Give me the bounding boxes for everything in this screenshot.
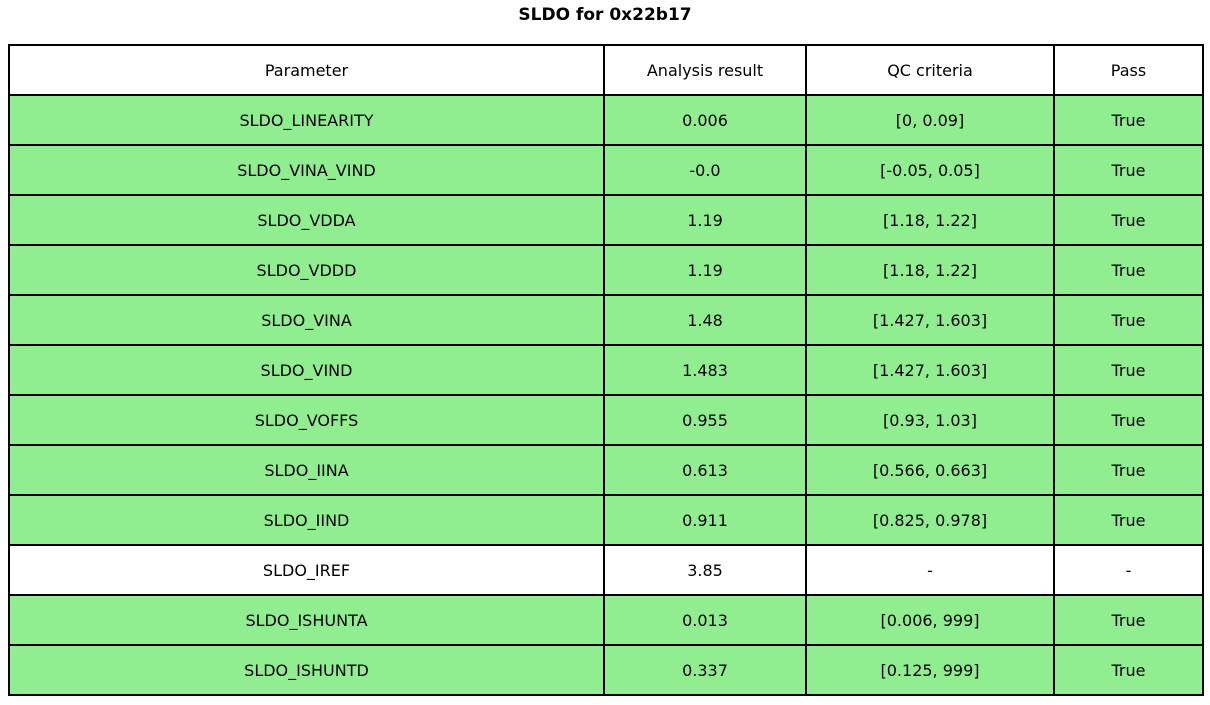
cell-parameter: SLDO_ISHUNTA (8, 594, 605, 646)
table-row: SLDO_VINA 1.48 [1.427, 1.603] True (8, 294, 1204, 346)
cell-criteria: [0.006, 999] (805, 594, 1055, 646)
cell-pass: True (1053, 244, 1204, 296)
table-row: SLDO_VINA_VIND -0.0 [-0.05, 0.05] True (8, 144, 1204, 196)
column-header-pass: Pass (1053, 44, 1204, 96)
cell-result: 0.955 (603, 394, 807, 446)
page-title: SLDO for 0x22b17 (518, 5, 692, 25)
table-row: SLDO_ISHUNTA 0.013 [0.006, 999] True (8, 594, 1204, 646)
cell-parameter: SLDO_IREF (8, 544, 605, 596)
table-row: SLDO_VDDD 1.19 [1.18, 1.22] True (8, 244, 1204, 296)
column-header-criteria: QC criteria (805, 44, 1055, 96)
cell-criteria: [0.93, 1.03] (805, 394, 1055, 446)
cell-result: 1.483 (603, 344, 807, 396)
cell-parameter: SLDO_VDDD (8, 244, 605, 296)
table-row: SLDO_IREF 3.85- - (8, 544, 1204, 596)
table-row: SLDO_ISHUNTD 0.337 [0.125, 999] True (8, 644, 1204, 696)
cell-pass: True (1053, 194, 1204, 246)
cell-result: 1.48 (603, 294, 807, 346)
qc-results-table: Parameter Analysis result QC criteria Pass … (8, 44, 1204, 696)
cell-result: 0.006 (603, 94, 807, 146)
cell-result: 0.911 (603, 494, 807, 546)
cell-pass: True (1053, 344, 1204, 396)
cell-pass: True (1053, 444, 1204, 496)
cell-pass: True (1053, 394, 1204, 446)
table-head: Parameter Analysis result QC criteria Pass (8, 44, 1204, 96)
cell-parameter: SLDO_ISHUNTD (8, 644, 605, 696)
cell-pass: True (1053, 144, 1204, 196)
cell-criteria: [0.566, 0.663] (805, 444, 1055, 496)
column-header-result: Analysis result (603, 44, 807, 96)
cell-parameter: SLDO_VINA_VIND (8, 144, 605, 196)
cell-parameter: SLDO_LINEARITY (8, 94, 605, 146)
table-row: SLDO_LINEARITY 0.006 [0, 0.09] True (8, 94, 1204, 146)
cell-pass: True (1053, 494, 1204, 546)
cell-criteria: [0, 0.09] (805, 94, 1055, 146)
cell-parameter: SLDO_VDDA (8, 194, 605, 246)
cell-result: 3.85 (603, 544, 807, 596)
cell-criteria: [0.825, 0.978] (805, 494, 1055, 546)
cell-pass: True (1053, 644, 1204, 696)
cell-parameter: SLDO_IINA (8, 444, 605, 496)
cell-parameter: SLDO_IIND (8, 494, 605, 546)
cell-parameter: SLDO_VIND (8, 344, 605, 396)
cell-result: 1.19 (603, 244, 807, 296)
table-row: SLDO_IIND 0.911 [0.825, 0.978] True (8, 494, 1204, 546)
table-body: SLDO_LINEARITY 0.006 [0, 0.09] True SLDO_VIN… (8, 94, 1204, 696)
table-row: SLDO_VDDA 1.19 [1.18, 1.22] True (8, 194, 1204, 246)
cell-parameter: SLDO_VINA (8, 294, 605, 346)
table-row: SLDO_VIND 1.483 [1.427, 1.603] True (8, 344, 1204, 396)
cell-criteria: [1.18, 1.22] (805, 194, 1055, 246)
cell-result: 0.013 (603, 594, 807, 646)
table-row: SLDO_IINA 0.613 [0.566, 0.663] True (8, 444, 1204, 496)
cell-pass: True (1053, 94, 1204, 146)
cell-criteria: [0.125, 999] (805, 644, 1055, 696)
cell-criteria: [-0.05, 0.05] (805, 144, 1055, 196)
cell-result: 1.19 (603, 194, 807, 246)
cell-pass: - (1053, 544, 1204, 596)
cell-result: -0.0 (603, 144, 807, 196)
header-row: Parameter Analysis result QC criteria Pass (8, 44, 1204, 96)
cell-result: 0.337 (603, 644, 807, 696)
table-row: SLDO_VOFFS 0.955 [0.93, 1.03] True (8, 394, 1204, 446)
cell-criteria: [1.427, 1.603] (805, 344, 1055, 396)
cell-pass: True (1053, 294, 1204, 346)
column-header-parameter: Parameter (8, 44, 605, 96)
cell-parameter: SLDO_VOFFS (8, 394, 605, 446)
cell-criteria: [1.427, 1.603] (805, 294, 1055, 346)
cell-criteria: [1.18, 1.22] (805, 244, 1055, 296)
cell-result: 0.613 (603, 444, 807, 496)
cell-pass: True (1053, 594, 1204, 646)
cell-criteria: - (805, 544, 1055, 596)
